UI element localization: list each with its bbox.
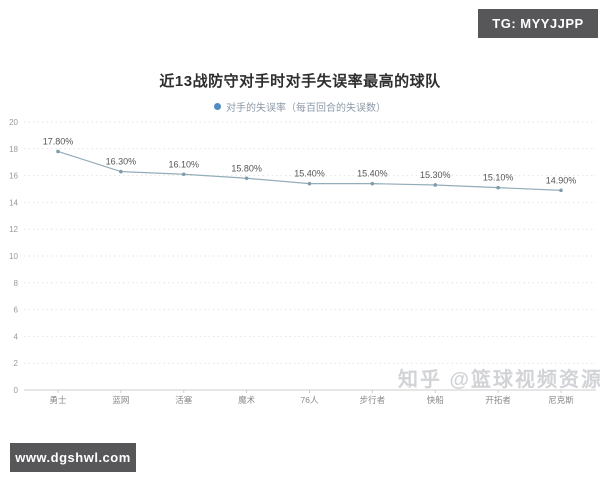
x-category-label: 蓝网 <box>112 395 129 405</box>
data-point-label: 15.30% <box>420 170 451 180</box>
data-point[interactable] <box>56 149 60 154</box>
data-point[interactable] <box>559 188 563 193</box>
data-point-label: 16.30% <box>106 157 137 167</box>
y-tick-label: 14 <box>9 198 18 207</box>
x-category-label: 勇士 <box>49 395 67 405</box>
x-category-label: 快船 <box>427 395 445 405</box>
chart-title: 近13战防守对手时对手失误率最高的球队 <box>159 73 441 90</box>
data-point[interactable] <box>181 172 186 177</box>
data-point-label: 16.10% <box>168 159 199 169</box>
y-tick-label: 0 <box>14 386 19 395</box>
x-category-label: 步行者 <box>360 395 386 405</box>
legend-dot-icon <box>214 103 221 110</box>
data-point[interactable] <box>433 183 438 187</box>
tg-channel-badge: TG: MYYJJPP <box>478 9 598 38</box>
x-category-label: 76人 <box>301 395 319 405</box>
x-category-label: 活塞 <box>175 395 193 405</box>
y-tick-label: 6 <box>14 306 19 315</box>
data-point[interactable] <box>370 181 375 186</box>
chart-canvas: 0 2 4 6 8 10 12 14 16 18 20 17.80% 勇士 16.30% 蓝网 16.10% 活… <box>9 118 596 405</box>
data-point-label: 17.80% <box>43 136 74 146</box>
data-point[interactable] <box>244 176 249 181</box>
y-tick-label: 2 <box>14 359 19 368</box>
data-point[interactable] <box>496 185 500 190</box>
data-point-label: 15.10% <box>483 173 514 183</box>
data-point[interactable] <box>119 169 123 174</box>
legend-item-opponent-turnover-rate[interactable]: 对手的失误率（每百回合的失误数） <box>0 99 600 114</box>
data-point-label: 15.40% <box>357 169 388 179</box>
data-point-label: 15.80% <box>231 163 262 173</box>
data-point-label: 14.90% <box>546 175 577 185</box>
data-point-label: 15.40% <box>294 169 325 179</box>
line-chart: 0 2 4 6 8 10 12 14 16 18 20 17.80% 勇士 16.30% 蓝网 16.10% 活… <box>0 115 600 415</box>
x-category-label: 魔术 <box>238 395 256 405</box>
data-point[interactable] <box>307 181 312 186</box>
y-tick-label: 20 <box>9 118 18 127</box>
x-category-label: 尼克斯 <box>548 395 574 405</box>
x-category-label: 开拓者 <box>485 395 511 405</box>
y-tick-label: 8 <box>14 279 19 288</box>
y-tick-label: 18 <box>9 145 18 154</box>
y-tick-label: 12 <box>9 225 18 234</box>
legend-label: 对手的失误率（每百回合的失误数） <box>226 103 386 114</box>
y-tick-label: 4 <box>14 332 19 341</box>
y-tick-label: 10 <box>9 252 18 261</box>
website-watermark-badge: www.dgshwl.com <box>10 443 136 472</box>
y-tick-label: 16 <box>9 172 18 181</box>
